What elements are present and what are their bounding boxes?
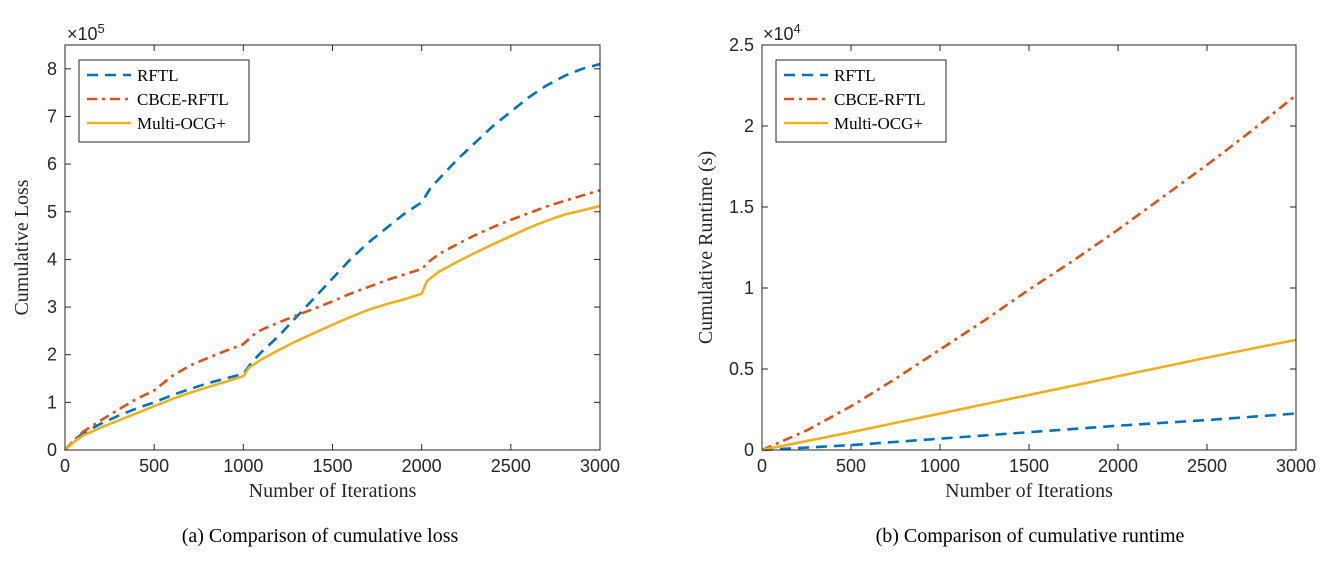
chart-a: 0 500 1000 1500 2000 2500 3000 0 1 2 3 4 5 6 7 8 ×105 Num… [11, 21, 620, 547]
chart-b: 0 500 1000 1500 2000 2500 3000 0 0.5 1 1.5 2 2.5 ×104… [695, 21, 1316, 547]
y-axis-label: Cumulative Runtime (s) [695, 151, 717, 344]
x-tick-label: 1500 [312, 456, 352, 476]
series-line-0 [64, 62, 601, 451]
y-exponent-power: 4 [794, 21, 801, 36]
y-exponent-label: ×105 [67, 21, 105, 44]
y-tick-label: 2 [744, 116, 754, 136]
y-tick-label: 0 [744, 440, 754, 460]
x-tick-label: 500 [836, 456, 866, 476]
x-tick-label: 1000 [920, 456, 960, 476]
x-tick-label: 2000 [402, 456, 442, 476]
y-tick-label: 5 [47, 202, 57, 222]
x-tick-label: 2500 [491, 456, 531, 476]
y-tick-label: 4 [47, 249, 57, 269]
series-line-2 [761, 338, 1297, 452]
series-line-1 [64, 189, 601, 451]
legend-entry: CBCE-RFTL [137, 90, 229, 109]
x-tick-label: 0 [757, 456, 767, 476]
y-tick-label: 1 [47, 392, 57, 412]
x-tick-label: 1500 [1009, 456, 1049, 476]
y-tick-label: 2 [47, 345, 57, 365]
y-tick-label: 1 [744, 278, 754, 298]
legend-entry: Multi-OCG+ [834, 114, 923, 133]
series-line-1 [761, 94, 1297, 452]
legend-entry: RFTL [834, 66, 876, 85]
figure-caption: (a) Comparison of cumulative loss [182, 525, 459, 547]
x-tick-label: 3000 [580, 456, 620, 476]
x-tick-label: 1000 [223, 456, 263, 476]
y-tick-label: 3 [47, 297, 57, 317]
x-tick-label: 2500 [1187, 456, 1227, 476]
x-axis-label: Number of Iterations [945, 480, 1113, 502]
y-tick-label: 1.5 [729, 197, 754, 217]
y-tick-label: 8 [47, 59, 57, 79]
legend: RFTL CBCE-RFTL Multi-OCG+ [775, 59, 947, 143]
x-tick-label: 2000 [1098, 456, 1138, 476]
legend-entry: Multi-OCG+ [137, 114, 226, 133]
legend: RFTL CBCE-RFTL Multi-OCG+ [78, 59, 250, 143]
legend-entry: RFTL [137, 66, 179, 85]
y-axis-label: Cumulative Loss [11, 179, 33, 315]
legend-box [78, 59, 250, 143]
y-exponent-label: ×104 [763, 21, 801, 44]
y-tick-label: 2.5 [729, 35, 754, 55]
legend-box [775, 59, 947, 143]
legend-entry: CBCE-RFTL [834, 90, 926, 109]
y-tick-label: 6 [47, 154, 57, 174]
x-tick-label: 0 [60, 456, 70, 476]
x-tick-label: 500 [139, 456, 169, 476]
figure-caption: (b) Comparison of cumulative runtime [876, 525, 1185, 547]
y-exponent-power: 5 [98, 21, 105, 36]
y-tick-label: 0.5 [729, 359, 754, 379]
y-tick-label: 7 [47, 106, 57, 126]
x-tick-label: 3000 [1276, 456, 1316, 476]
series-line-2 [64, 204, 601, 451]
y-tick-label: 0 [47, 440, 57, 460]
x-axis-label: Number of Iterations [249, 480, 417, 502]
